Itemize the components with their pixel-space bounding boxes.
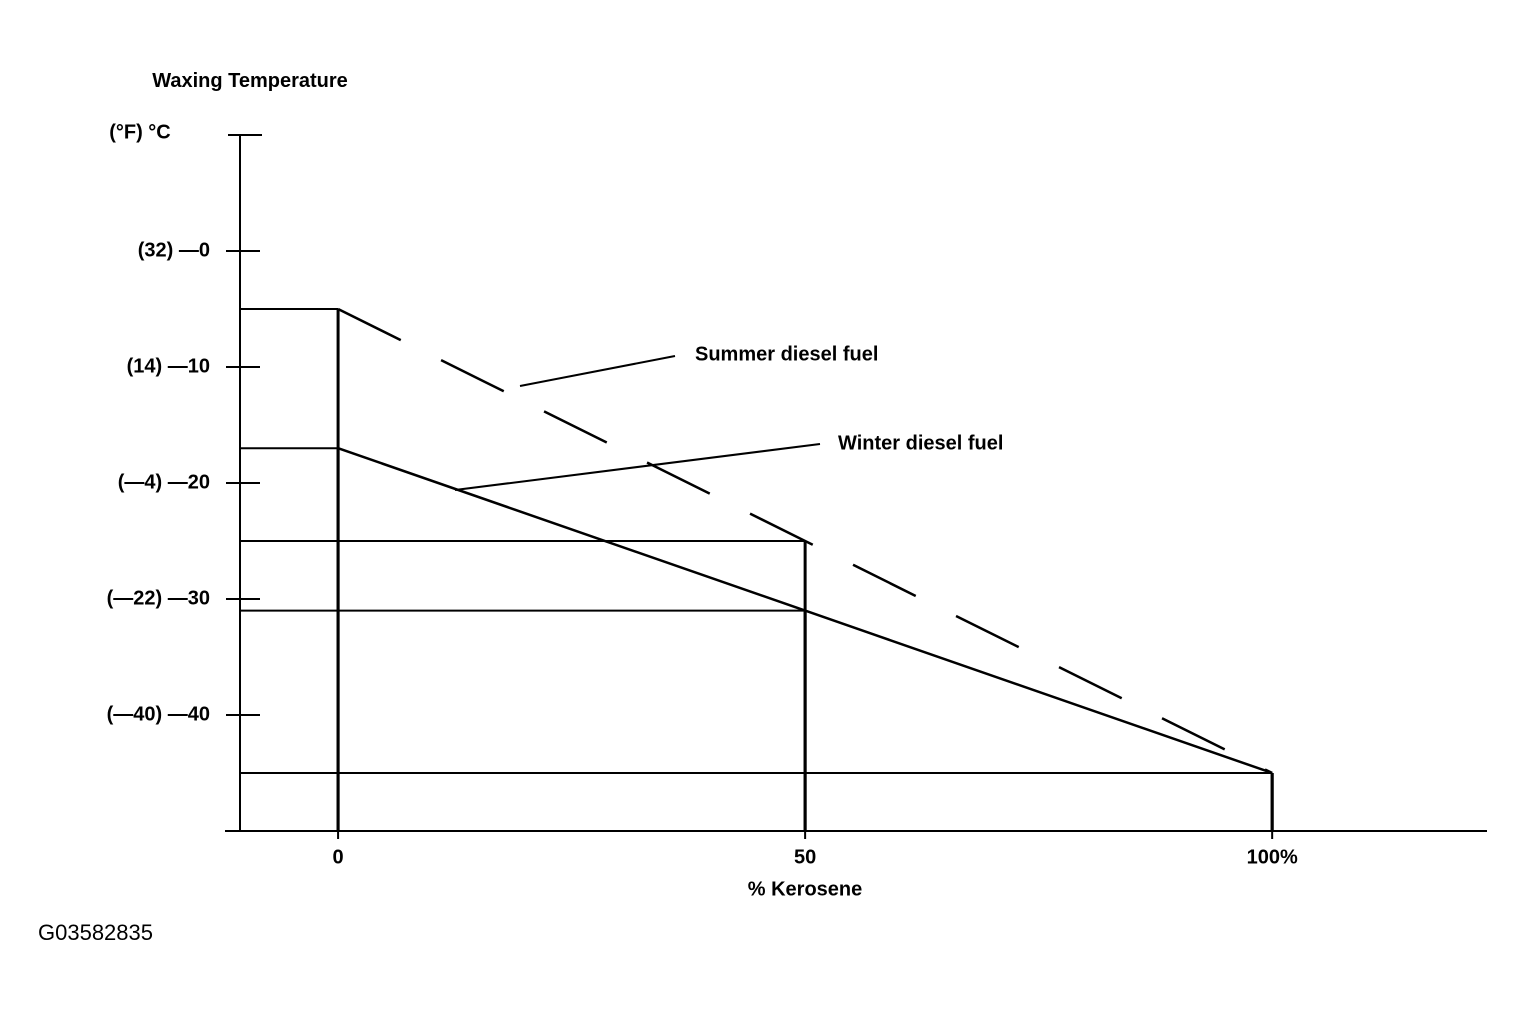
series-line: [337, 447, 1273, 775]
y-tick-label: (14) —10: [127, 355, 210, 377]
figure-id: G03582835: [38, 920, 153, 945]
y-axis-title: Waxing Temperature: [152, 70, 348, 92]
series-line: [337, 307, 1273, 775]
leader-line: [454, 443, 821, 491]
x-axis-title: % Kerosene: [748, 878, 863, 900]
legend-label: Summer diesel fuel: [695, 343, 878, 365]
y-tick-label: (32) —0: [138, 239, 210, 261]
leader-line: [519, 355, 676, 387]
y-unit-label: (°F) °C: [109, 121, 171, 143]
y-tick-label: (—4) —20: [118, 471, 210, 493]
y-tick-label: (—22) —30: [107, 587, 210, 609]
x-tick-label: 50: [794, 846, 816, 868]
y-tick-label: (—40) —40: [107, 703, 210, 725]
x-tick-label: 0: [333, 846, 344, 868]
legend-label: Winter diesel fuel: [838, 432, 1003, 454]
x-tick-label: 100%: [1247, 846, 1298, 868]
